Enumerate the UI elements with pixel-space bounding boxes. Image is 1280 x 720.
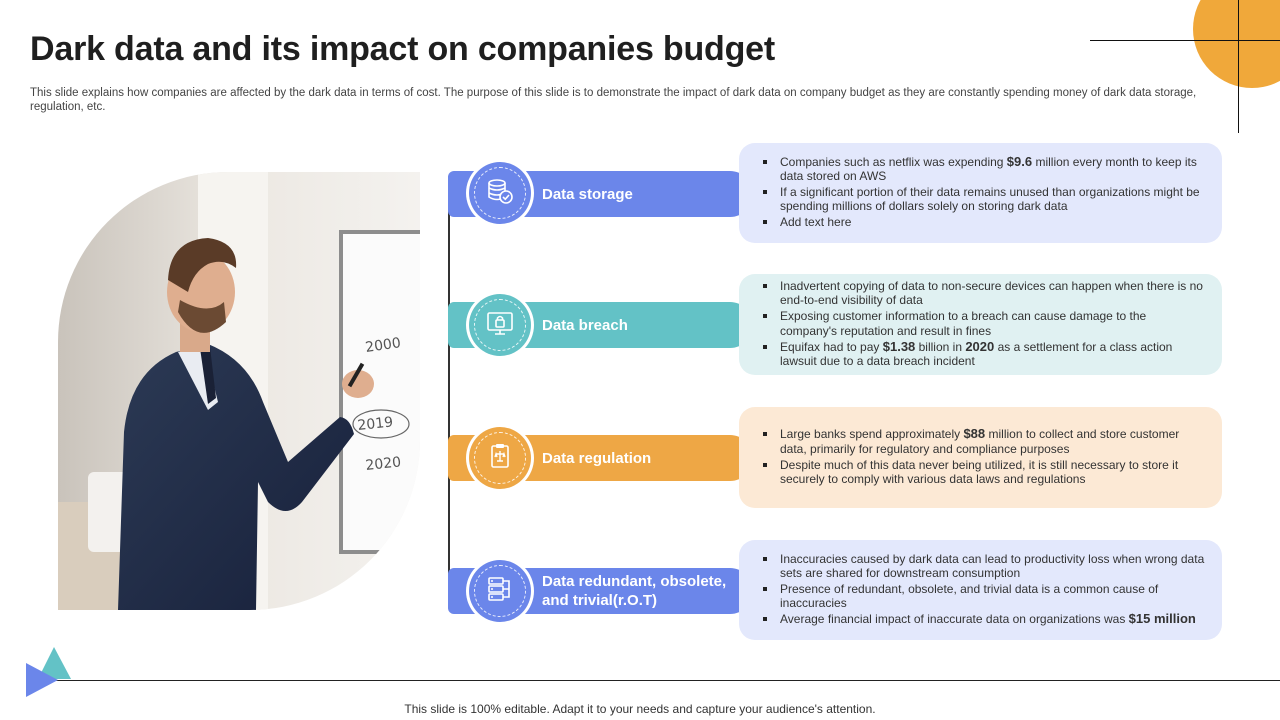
bullet-highlight: $88: [963, 426, 986, 442]
bullet-item: Companies such as netflix was expending …: [763, 153, 1206, 184]
bullet-item: Add text here: [763, 215, 1206, 229]
bullet-text: Add text here: [780, 215, 852, 230]
row-label-data-rot: Data redundant, obsolete, and trivial(r.…: [542, 572, 726, 610]
row-label-data-rot-line2: and trivial(r.O.T): [542, 592, 658, 609]
bullet-text: If a significant portion of their data r…: [780, 185, 1200, 214]
icon-circle-data-regulation: [469, 427, 531, 489]
bullet-item: Equifax had to pay $1.38 billion in 2020…: [763, 338, 1206, 369]
bullet-item: Presence of redundant, obsolete, and tri…: [763, 582, 1206, 611]
bullet-item: Despite much of this data never being ut…: [763, 458, 1206, 487]
bullet-highlight: $9.6: [1006, 153, 1033, 169]
businessman-whiteboard-photo: 2000 2019 2020: [58, 172, 420, 610]
details-box-data-rot: Inaccuracies caused by dark data can lea…: [739, 540, 1222, 640]
timeline-connector: [448, 185, 450, 603]
decorative-orange-circle: [1193, 0, 1280, 88]
server-network-icon: [486, 575, 514, 608]
lock-screen-icon: [486, 309, 514, 342]
bullet-item: Exposing customer information to a breac…: [763, 309, 1206, 338]
decorative-line-horizontal: [1090, 40, 1280, 41]
footer-divider: [40, 680, 1280, 681]
bullet-text: billion in: [915, 339, 966, 354]
bullet-list-data-regulation: Large banks spend approximately $88 mill…: [763, 426, 1206, 488]
bullet-text: Despite much of this data never being ut…: [780, 457, 1179, 486]
details-box-data-storage: Companies such as netflix was expending …: [739, 143, 1222, 243]
bullet-text: Exposing customer information to a breac…: [780, 309, 1147, 338]
footer-note: This slide is 100% editable. Adapt it to…: [404, 702, 876, 716]
details-box-data-regulation: Large banks spend approximately $88 mill…: [739, 407, 1222, 508]
row-label-data-regulation: Data regulation: [542, 450, 652, 467]
bullet-text: Companies such as netflix was expending: [780, 154, 1007, 169]
decorative-line-vertical: [1238, 0, 1239, 133]
icon-circle-data-rot: [469, 560, 531, 622]
svg-text:2019: 2019: [357, 414, 394, 434]
bullet-text: million every month to keep its data sto…: [780, 154, 1197, 184]
icon-circle-data-breach: [469, 294, 531, 356]
corner-triangles-decoration: [26, 647, 71, 697]
bullet-list-data-rot: Inaccuracies caused by dark data can lea…: [763, 552, 1206, 629]
bullet-highlight: 2020: [965, 338, 995, 354]
row-label-data-rot-line1: Data redundant, obsolete,: [542, 573, 727, 590]
slide-subtitle: This slide explains how companies are af…: [30, 87, 1197, 113]
bullet-item: Large banks spend approximately $88 mill…: [763, 426, 1206, 456]
bullet-list-data-breach: Inadvertent copying of data to non-secur…: [763, 279, 1206, 370]
bullet-text: Average financial impact of inaccurate d…: [780, 612, 1129, 627]
bullet-highlight: $15 million: [1128, 611, 1196, 627]
regulation-clipboard-icon: [486, 442, 514, 475]
database-check-icon: [486, 177, 514, 210]
bullet-text: Presence of redundant, obsolete, and tri…: [780, 582, 1159, 611]
row-label-data-storage: Data storage: [542, 186, 633, 203]
bullet-text: Inadvertent copying of data to non-secur…: [780, 279, 1203, 308]
svg-text:2020: 2020: [365, 454, 402, 474]
bullet-text: as a settlement for a class action lawsu…: [780, 339, 1173, 369]
bullet-text: Inaccuracies caused by dark data can lea…: [780, 551, 1205, 581]
bullet-item: Average financial impact of inaccurate d…: [763, 612, 1206, 626]
bullet-item: If a significant portion of their data r…: [763, 185, 1206, 214]
slide-title: Dark data and its impact on companies bu…: [30, 30, 776, 68]
icon-circle-data-storage: [469, 162, 531, 224]
bullet-highlight: $1.38: [882, 338, 916, 354]
bullet-list-data-storage: Companies such as netflix was expending …: [763, 153, 1206, 232]
bullet-text: million to collect and store customer da…: [780, 427, 1180, 456]
row-label-data-breach: Data breach: [542, 317, 628, 334]
bullet-item: Inadvertent copying of data to non-secur…: [763, 279, 1206, 308]
svg-text:2000: 2000: [364, 335, 402, 356]
details-box-data-breach: Inadvertent copying of data to non-secur…: [739, 274, 1222, 375]
bullet-item: Inaccuracies caused by dark data can lea…: [763, 552, 1206, 581]
bullet-text: Large banks spend approximately: [780, 427, 964, 442]
bullet-text: Equifax had to pay: [780, 339, 883, 354]
